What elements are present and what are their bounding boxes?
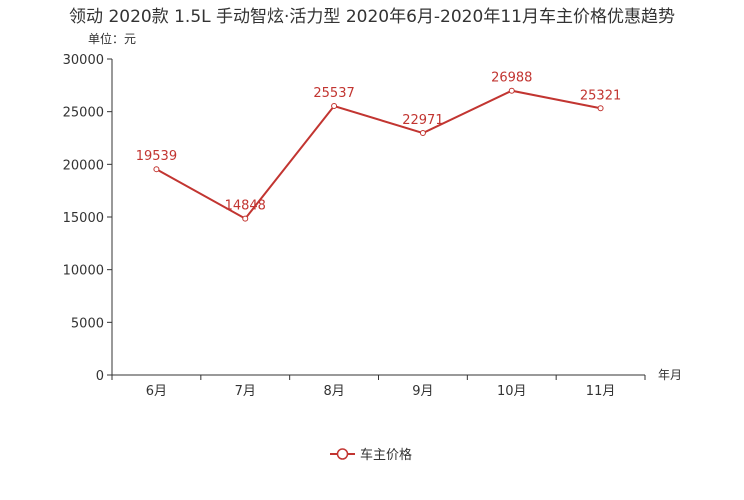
- data-label: 25321: [580, 88, 621, 103]
- y-tick-label: 0: [96, 369, 104, 384]
- x-tick-label: 9月: [412, 384, 433, 399]
- y-axis-label: 单位：元: [88, 31, 136, 46]
- data-label: 25537: [313, 86, 354, 101]
- data-label: 19539: [136, 149, 177, 164]
- data-label: 14848: [225, 199, 266, 214]
- legend-label[interactable]: 车主价格: [360, 447, 412, 463]
- legend-marker-icon: [336, 448, 349, 460]
- y-tick-label: 5000: [71, 316, 104, 331]
- data-point: [419, 130, 426, 137]
- data-point: [331, 103, 338, 110]
- y-tick-label: 20000: [63, 158, 104, 173]
- x-tick-label: 8月: [323, 384, 344, 399]
- data-point: [242, 215, 249, 222]
- x-tick-label: 7月: [235, 384, 256, 399]
- x-tick-label: 6月: [146, 384, 167, 399]
- x-axis-label: 年月: [658, 368, 682, 382]
- legend[interactable]: 车主价格: [330, 447, 412, 463]
- data-label: 26988: [491, 71, 532, 86]
- data-point: [597, 105, 604, 112]
- y-tick-label: 10000: [63, 264, 104, 279]
- data-point: [508, 87, 515, 94]
- x-tick-label: 11月: [586, 384, 616, 399]
- data-label: 22971: [402, 113, 443, 128]
- data-point: [153, 166, 160, 173]
- series-line: [155, 89, 601, 220]
- x-tick-label: 10月: [497, 384, 527, 399]
- y-tick-label: 25000: [63, 106, 104, 121]
- chart-title: 领动 2020款 1.5L 手动智炫·活力型 2020年6月-2020年11月车…: [69, 7, 675, 27]
- y-tick-label: 30000: [63, 53, 104, 68]
- y-tick-label: 15000: [63, 211, 104, 226]
